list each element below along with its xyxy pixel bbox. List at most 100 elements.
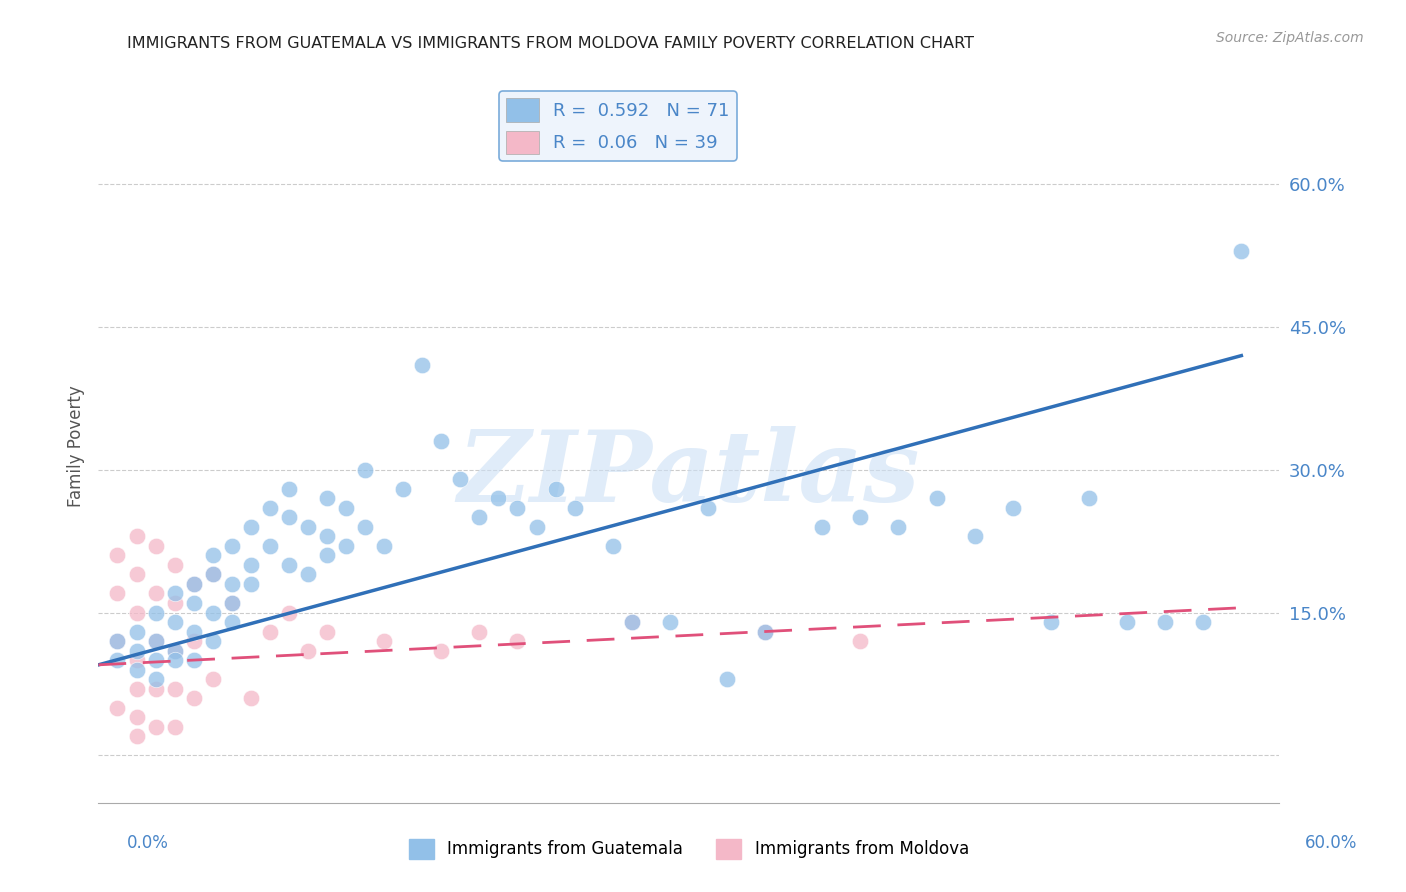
Point	[316, 529, 339, 543]
Point	[811, 520, 834, 534]
Point	[297, 643, 319, 657]
Point	[145, 634, 167, 648]
Text: Source: ZipAtlas.com: Source: ZipAtlas.com	[1216, 31, 1364, 45]
Point	[221, 596, 243, 610]
Point	[1192, 615, 1215, 629]
Point	[468, 510, 491, 524]
Point	[849, 510, 872, 524]
Point	[163, 615, 186, 629]
Point	[221, 615, 243, 629]
Point	[145, 720, 167, 734]
Point	[887, 520, 910, 534]
Point	[107, 653, 129, 667]
Point	[145, 586, 167, 600]
Point	[335, 500, 357, 515]
Point	[125, 624, 148, 639]
Point	[183, 596, 205, 610]
Point	[925, 491, 948, 506]
Point	[107, 586, 129, 600]
Text: 0.0%: 0.0%	[127, 834, 169, 852]
Point	[163, 643, 186, 657]
Point	[183, 577, 205, 591]
Point	[316, 624, 339, 639]
Point	[183, 624, 205, 639]
Y-axis label: Family Poverty: Family Poverty	[66, 385, 84, 507]
Point	[277, 606, 299, 620]
Point	[602, 539, 624, 553]
Point	[107, 634, 129, 648]
Point	[201, 567, 224, 582]
Point	[163, 586, 186, 600]
Point	[430, 434, 453, 449]
Point	[145, 634, 167, 648]
Point	[658, 615, 681, 629]
Point	[201, 634, 224, 648]
Point	[259, 539, 281, 553]
Point	[1001, 500, 1024, 515]
Point	[754, 624, 776, 639]
Point	[145, 681, 167, 696]
Point	[411, 358, 433, 372]
Point	[373, 634, 395, 648]
Point	[125, 643, 148, 657]
Point	[183, 653, 205, 667]
Point	[1116, 615, 1139, 629]
Point	[163, 653, 186, 667]
Point	[221, 539, 243, 553]
Point	[1039, 615, 1062, 629]
Point	[277, 558, 299, 572]
Point	[392, 482, 415, 496]
Point	[183, 577, 205, 591]
Point	[468, 624, 491, 639]
Point	[239, 520, 262, 534]
Point	[620, 615, 643, 629]
Point	[163, 681, 186, 696]
Point	[107, 549, 129, 563]
Point	[1078, 491, 1101, 506]
Point	[277, 482, 299, 496]
Point	[145, 539, 167, 553]
Point	[316, 549, 339, 563]
Point	[506, 634, 529, 648]
Point	[506, 500, 529, 515]
Point	[354, 463, 377, 477]
Point	[1230, 244, 1253, 258]
Point	[125, 529, 148, 543]
Point	[239, 691, 262, 706]
Point	[297, 567, 319, 582]
Point	[221, 596, 243, 610]
Point	[239, 558, 262, 572]
Point	[125, 729, 148, 743]
Point	[277, 510, 299, 524]
Point	[544, 482, 567, 496]
Point	[297, 520, 319, 534]
Point	[163, 643, 186, 657]
Point	[754, 624, 776, 639]
Point	[125, 606, 148, 620]
Point	[373, 539, 395, 553]
Point	[526, 520, 548, 534]
Point	[239, 577, 262, 591]
Point	[201, 672, 224, 686]
Point	[221, 577, 243, 591]
Point	[201, 549, 224, 563]
Text: IMMIGRANTS FROM GUATEMALA VS IMMIGRANTS FROM MOLDOVA FAMILY POVERTY CORRELATION : IMMIGRANTS FROM GUATEMALA VS IMMIGRANTS …	[127, 36, 973, 51]
Point	[564, 500, 586, 515]
Point	[201, 567, 224, 582]
Point	[316, 491, 339, 506]
Point	[125, 663, 148, 677]
Point	[125, 567, 148, 582]
Point	[1154, 615, 1177, 629]
Point	[183, 691, 205, 706]
Point	[163, 596, 186, 610]
Point	[488, 491, 510, 506]
Point	[145, 653, 167, 667]
Point	[620, 615, 643, 629]
Point	[430, 643, 453, 657]
Point	[849, 634, 872, 648]
Point	[259, 624, 281, 639]
Point	[145, 672, 167, 686]
Point	[449, 472, 471, 486]
Point	[354, 520, 377, 534]
Point	[163, 558, 186, 572]
